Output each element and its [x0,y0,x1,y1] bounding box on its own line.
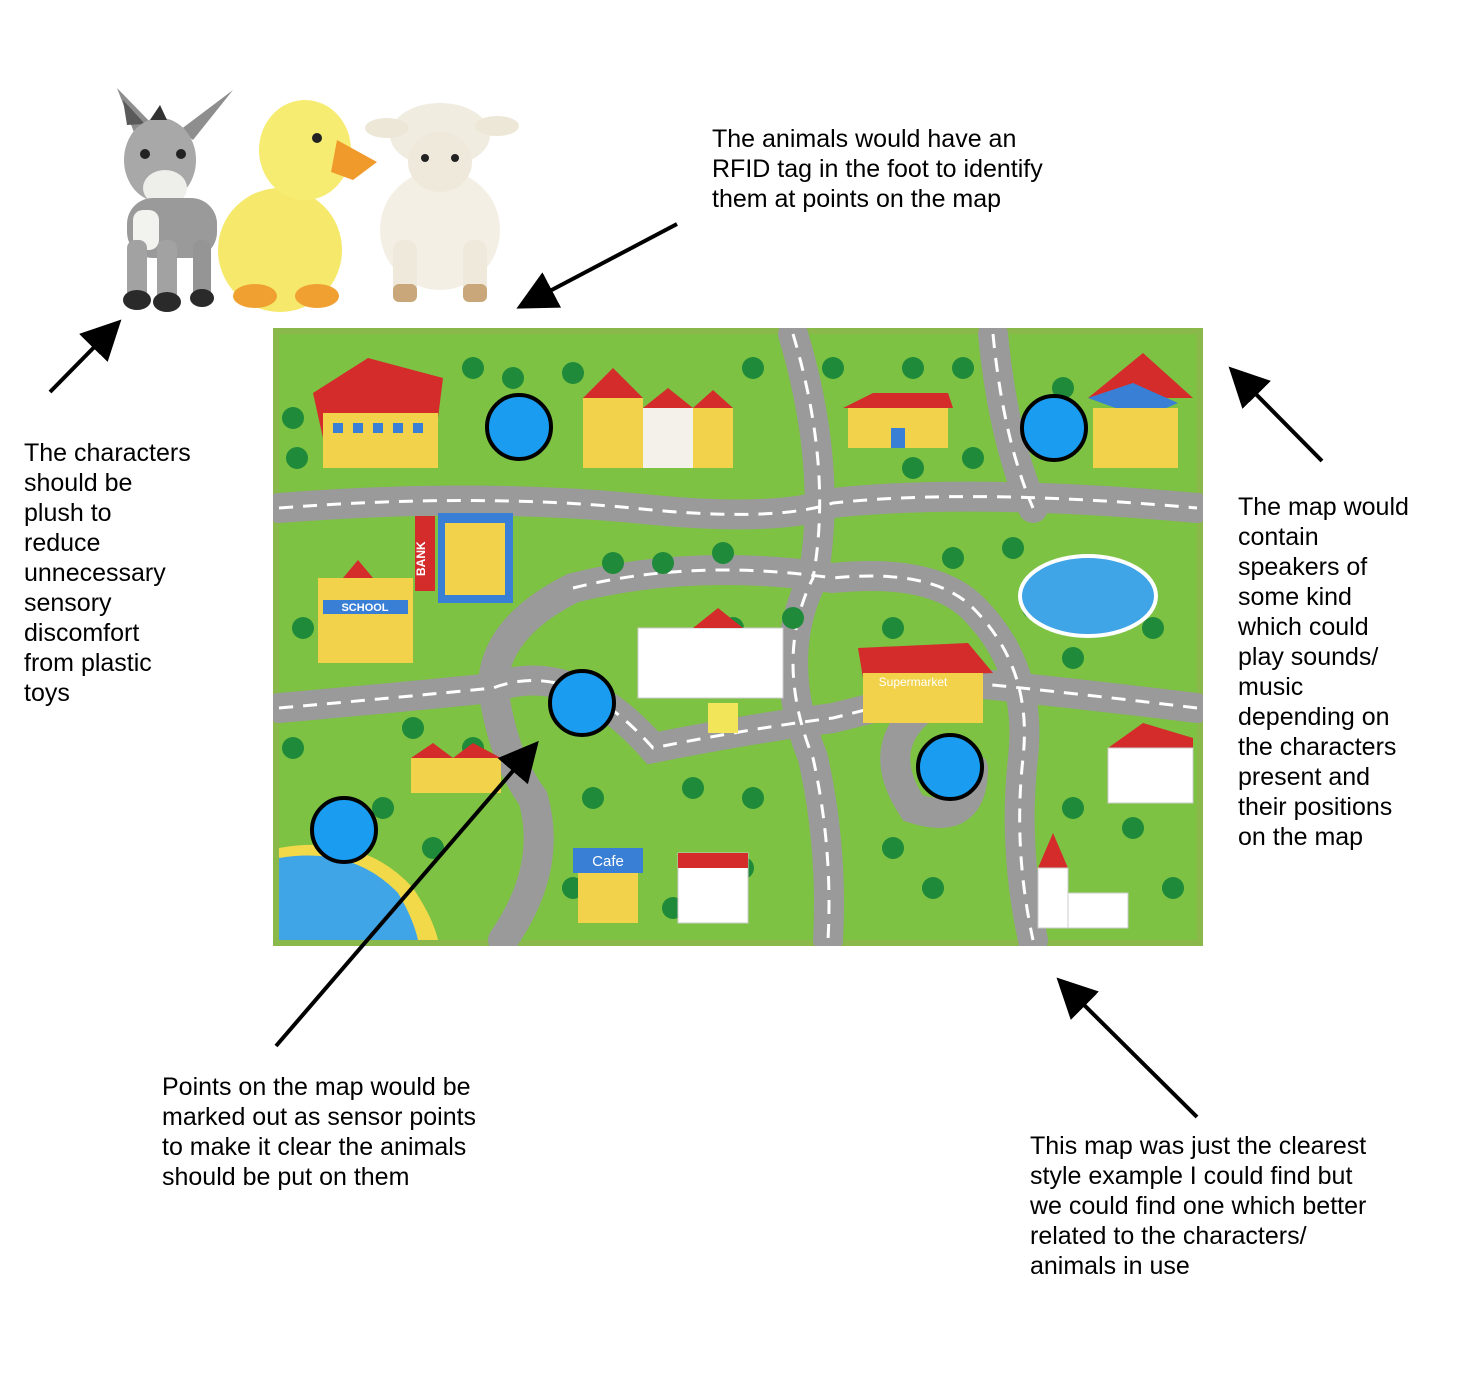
burger-shop [677,852,749,924]
note-map-style: This map was just the clearest style exa… [1030,1132,1367,1280]
play-mat-map: BANK SCHOOL Supermarket [273,328,1203,946]
sensor-point[interactable] [548,669,616,737]
bank-building: BANK [414,513,513,603]
building-houses-top [583,368,733,468]
note-rfid-tag: The animals would have an RFID tag in th… [712,125,1043,213]
arrow-to-map-speakers [1228,366,1324,463]
arrow-to-plush [48,319,122,394]
sensor-points [310,393,1088,864]
arrow-to-rfid [516,222,678,309]
sensor-point[interactable] [1020,394,1088,462]
fountain [1018,554,1158,638]
sensor-point[interactable] [485,393,553,461]
donkey-plush [117,88,233,312]
note-plush-characters: The characters should be plush to reduce… [24,439,191,707]
arrow-to-map-style [1056,977,1199,1119]
cafe-building: Cafe [573,848,643,923]
note-speakers: The map would contain speakers of some k… [1238,493,1409,851]
cafe-label: Cafe [592,853,624,870]
lamb-plush [365,103,519,302]
sensor-point[interactable] [916,733,984,801]
building-town-hall [843,393,953,448]
building-top-right [1088,353,1193,468]
duck-plush [218,100,377,312]
hospital-building [637,608,784,733]
row-houses [411,743,501,793]
bank-label: BANK [414,541,428,576]
road-markings [278,333,1198,941]
arrow-to-sensor-point [274,740,539,1048]
building-top-left [313,358,443,468]
plush-animals [117,88,519,312]
supermarket-label: Supermarket [879,675,948,689]
school-building: SCHOOL [318,560,413,663]
building-right-middle [1107,723,1194,804]
school-label: SCHOOL [341,602,388,614]
sensor-point[interactable] [310,796,378,864]
supermarket-building: Supermarket [858,643,993,723]
note-sensor-points: Points on the map would be marked out as… [162,1073,477,1191]
church-building [1037,833,1129,929]
